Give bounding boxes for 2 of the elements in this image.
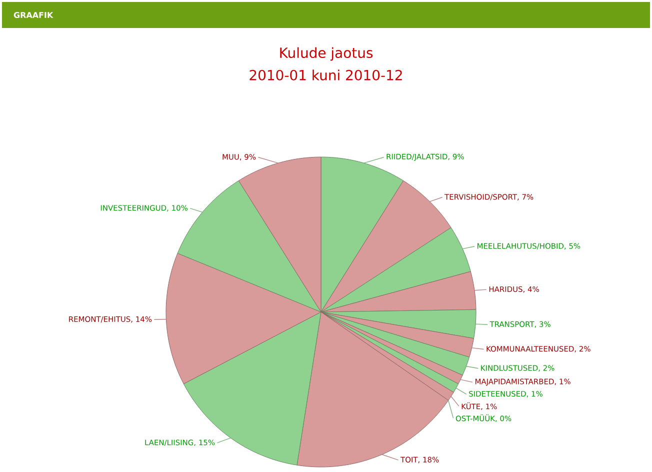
chart-title: Kulude jaotus (280, 47, 373, 61)
chart-subtitle: 2010-01 kuni 2010-12 (250, 70, 402, 80)
